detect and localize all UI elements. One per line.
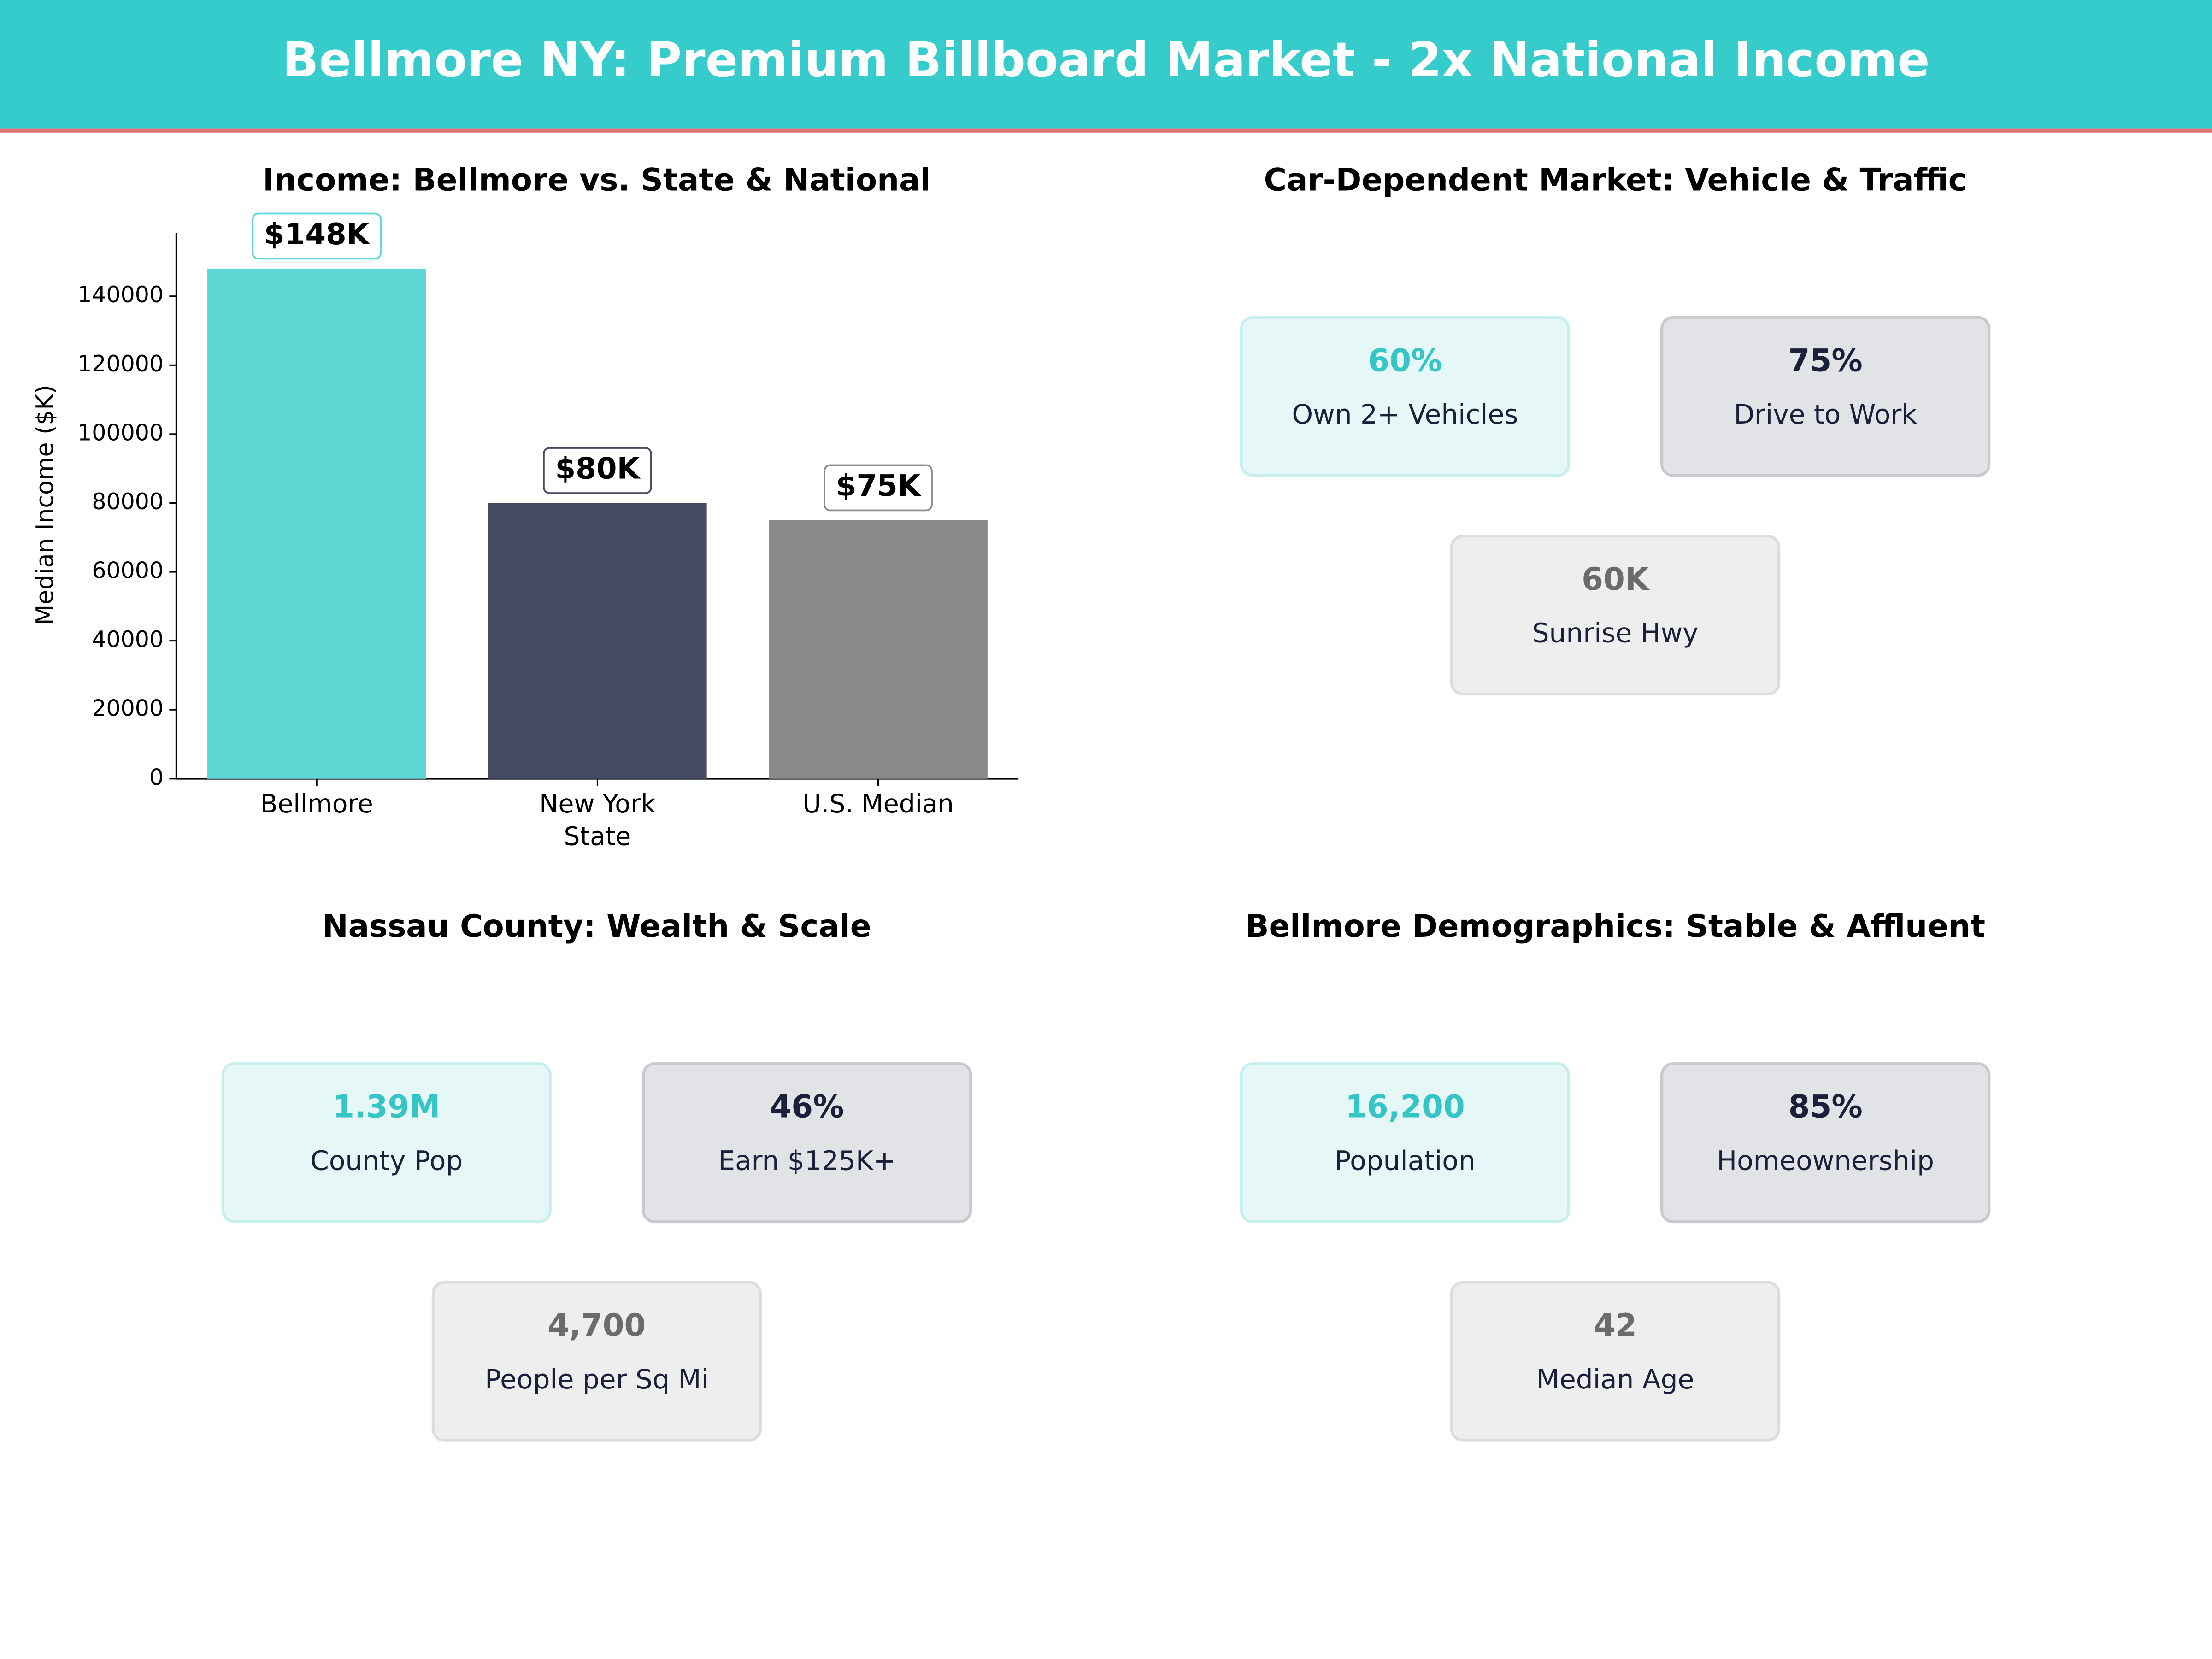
card-box [431, 1281, 762, 1442]
x-tick-label: U.S. Median [802, 789, 953, 818]
value-label-box [252, 212, 382, 260]
card-label: Homeownership [1717, 1145, 1934, 1177]
card-value: 85% [1788, 1088, 1863, 1125]
stat-card: 75% Drive to Work [1660, 316, 1991, 477]
card-box [1240, 1062, 1571, 1224]
y-tick-label: 100000 [77, 419, 164, 446]
bar [769, 520, 988, 779]
card-value: 1.39M [333, 1088, 440, 1125]
card-value: 42 [1594, 1307, 1637, 1343]
stat-card: 4,700 People per Sq Mi [431, 1281, 762, 1442]
value-label: $148K [264, 217, 371, 252]
card-value: 4,700 [547, 1307, 646, 1343]
card-box [1660, 1062, 1991, 1224]
stat-card: 1.39M County Pop [221, 1062, 552, 1224]
y-tick-label: 20000 [92, 695, 164, 722]
card-label: County Pop [310, 1145, 463, 1177]
header-bar [0, 0, 2212, 129]
bar [207, 268, 426, 779]
stat-card: 60K Sunrise Hwy [1450, 535, 1781, 696]
stat-card: 16,200 Population [1240, 1062, 1571, 1224]
card-label: Drive to Work [1734, 399, 1917, 430]
y-tick-label: 80000 [92, 488, 164, 515]
card-label: People per Sq Mi [485, 1364, 708, 1395]
stat-card: 46% Earn $125K+ [641, 1062, 972, 1224]
page-title: Bellmore NY: Premium Billboard Market - … [282, 32, 1930, 88]
card-value: 60% [1368, 342, 1442, 378]
y-tick-label: 120000 [77, 351, 164, 377]
card-box [1240, 316, 1571, 477]
value-label: $80K [555, 452, 641, 486]
value-label: $75K [836, 469, 922, 503]
card-box [1450, 535, 1781, 696]
card-box [221, 1062, 552, 1224]
value-label-box [543, 447, 652, 494]
y-tick-label: 0 [149, 764, 164, 790]
y-tick-label: 140000 [77, 282, 164, 308]
card-label: Sunrise Hwy [1532, 618, 1699, 649]
card-value: 60K [1582, 561, 1650, 597]
stat-card: 85% Homeownership [1660, 1062, 1991, 1224]
card-label: Median Age [1536, 1364, 1694, 1395]
card-value: 46% [770, 1088, 844, 1125]
x-tick-label: New York State [539, 789, 655, 851]
stat-card: 42 Median Age [1450, 1281, 1781, 1442]
y-tick-label: 40000 [92, 626, 164, 653]
x-tick-label: Bellmore [260, 789, 373, 818]
panel-title: Nassau County: Wealth & Scale [322, 908, 871, 944]
card-value: 75% [1788, 342, 1863, 378]
panel-title: Car-Dependent Market: Vehicle & Traffic [1264, 161, 1967, 198]
panel-title: Bellmore Demographics: Stable & Affluent [1245, 908, 1985, 944]
card-label: Population [1335, 1145, 1476, 1177]
card-box [1660, 316, 1991, 477]
y-axis-label: Median Income ($K) [31, 385, 59, 625]
card-label: Own 2+ Vehicles [1292, 399, 1518, 430]
card-label: Earn $125K+ [718, 1145, 895, 1177]
chart-title: Income: Bellmore vs. State & National [263, 161, 930, 198]
card-box [641, 1062, 972, 1224]
value-label-box [824, 464, 933, 512]
bar [488, 503, 707, 779]
stat-card: 60% Own 2+ Vehicles [1240, 316, 1571, 477]
header-accent [0, 128, 2212, 133]
card-value: 16,200 [1345, 1088, 1465, 1125]
card-box [1450, 1281, 1781, 1442]
y-tick-label: 60000 [92, 558, 164, 584]
